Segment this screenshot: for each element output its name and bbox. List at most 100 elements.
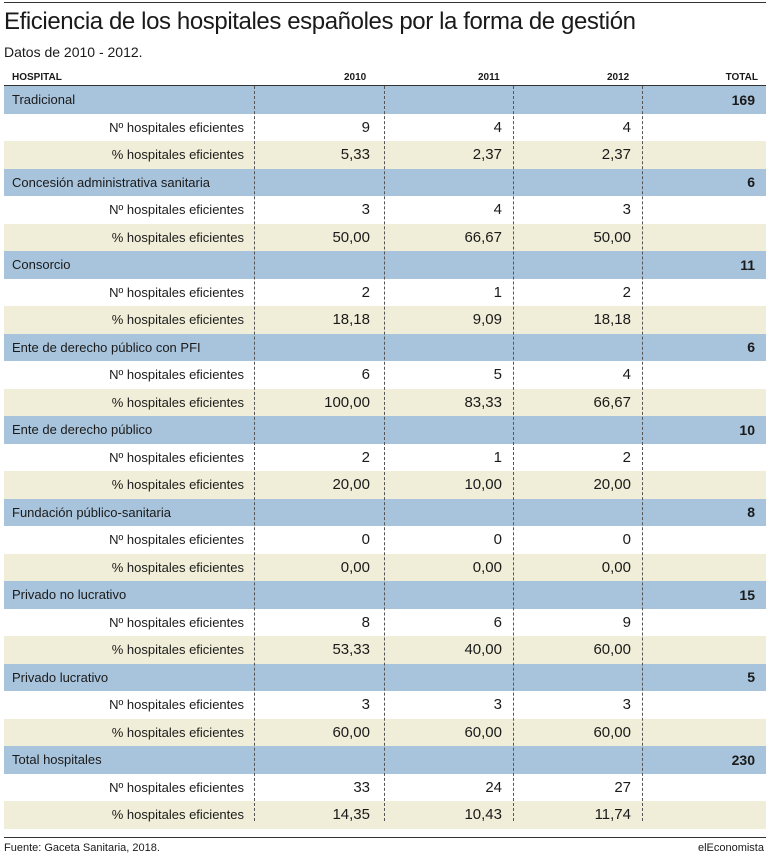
value-cell: 4: [514, 361, 631, 389]
value-cell: 60,00: [514, 636, 631, 664]
value-cell: 2: [514, 444, 631, 472]
value-2010: 20,00: [332, 476, 370, 494]
group-name: Tradicional: [12, 92, 76, 108]
value-cell: 2: [254, 279, 370, 307]
group-name: Fundación público-sanitaria: [12, 504, 171, 520]
value-cell: 50,00: [254, 224, 370, 252]
value-cell: 0,00: [384, 554, 502, 582]
group-total: 5: [747, 669, 755, 686]
source-note: Fuente: Gaceta Sanitaria, 2018.: [4, 842, 160, 854]
group-row: Ente de derecho público con PFI 6: [4, 333, 766, 361]
value-cell: 4: [384, 114, 502, 142]
value-2010: 2: [361, 448, 370, 466]
value-cell: 4: [514, 114, 631, 142]
value-2010: 50,00: [332, 228, 370, 246]
group-total: 169: [731, 91, 755, 108]
count-row: Nº hospitales eficientes 2 1 2: [4, 278, 766, 307]
value-2011: 10,43: [464, 806, 502, 824]
value-2012: 18,18: [593, 311, 631, 329]
group-name: Ente de derecho público: [12, 422, 153, 438]
value-2012: 4: [622, 366, 631, 384]
value-cell: 0: [254, 526, 370, 554]
value-cell: 0: [514, 526, 631, 554]
header-rule: [4, 85, 766, 86]
value-cell: 3: [514, 691, 631, 719]
value-2011: 83,33: [464, 393, 502, 411]
metric-label: % hospitales eficientes: [111, 147, 244, 163]
footer-rule: [4, 837, 766, 838]
metric-label: % hospitales eficientes: [111, 394, 244, 410]
brand-logo-text: elEconomista: [697, 842, 764, 854]
value-cell: 27: [514, 774, 631, 802]
value-2010: 14,35: [332, 806, 370, 824]
percent-row: % hospitales eficientes 18,18 9,09 18,18: [4, 306, 766, 334]
value-cell: 100,00: [254, 389, 370, 417]
group-row: Total hospitales 230: [4, 746, 766, 774]
group-row: Privado no lucrativo 15: [4, 581, 766, 609]
value-cell: 5: [384, 361, 502, 389]
value-2011: 24: [485, 778, 502, 796]
value-2011: 1: [493, 448, 502, 466]
group-total: 8: [747, 504, 755, 521]
value-2012: 0,00: [601, 558, 631, 576]
column-divider: [513, 86, 514, 821]
value-2012: 4: [622, 118, 631, 136]
metric-label: Nº hospitales eficientes: [109, 284, 244, 300]
percent-row: % hospitales eficientes 5,33 2,37 2,37: [4, 141, 766, 169]
group-total: 6: [747, 339, 755, 356]
value-cell: 11,74: [514, 801, 631, 829]
value-cell: 18,18: [514, 306, 631, 334]
group-total: 6: [747, 174, 755, 191]
value-2010: 53,33: [332, 641, 370, 659]
group-row: Consorcio 11: [4, 251, 766, 279]
value-2010: 6: [361, 366, 370, 384]
value-2010: 3: [361, 696, 370, 714]
value-2012: 9: [622, 613, 631, 631]
value-2012: 60,00: [593, 641, 631, 659]
value-2012: 2: [622, 448, 631, 466]
count-row: Nº hospitales eficientes 3 4 3: [4, 196, 766, 224]
group-name: Consorcio: [12, 257, 71, 273]
metric-label: % hospitales eficientes: [111, 642, 244, 658]
metric-label: Nº hospitales eficientes: [109, 697, 244, 713]
value-cell: 3: [254, 196, 370, 224]
value-cell: 8: [254, 609, 370, 637]
value-cell: 14,35: [254, 801, 370, 829]
value-cell: 3: [254, 691, 370, 719]
col-header-2011: 2011: [478, 72, 500, 83]
group-name: Privado no lucrativo: [12, 587, 127, 603]
value-2010: 33: [353, 778, 370, 796]
value-cell: 6: [254, 361, 370, 389]
metric-label: Nº hospitales eficientes: [109, 367, 244, 383]
value-cell: 2: [514, 279, 631, 307]
page-subtitle: Datos de 2010 - 2012.: [4, 44, 143, 60]
percent-row: % hospitales eficientes 50,00 66,67 50,00: [4, 223, 766, 252]
value-cell: 9: [514, 609, 631, 637]
col-header-total: TOTAL: [725, 72, 758, 83]
percent-row: % hospitales eficientes 20,00 10,00 20,00: [4, 471, 766, 499]
value-cell: 2,37: [514, 141, 631, 169]
group-total: 15: [739, 586, 755, 603]
value-2011: 6: [493, 613, 502, 631]
metric-label: Nº hospitales eficientes: [109, 779, 244, 795]
value-2012: 11,74: [594, 806, 631, 824]
value-cell: 66,67: [514, 389, 631, 417]
percent-row: % hospitales eficientes 100,00 83,33 66,67: [4, 388, 766, 417]
value-2010: 18,18: [332, 311, 370, 329]
value-cell: 60,00: [254, 719, 370, 747]
value-cell: 18,18: [254, 306, 370, 334]
column-divider: [384, 86, 385, 821]
value-2012: 3: [622, 201, 631, 219]
value-cell: 4: [384, 196, 502, 224]
value-2012: 20,00: [593, 476, 631, 494]
value-2011: 4: [493, 118, 502, 136]
group-row: Fundación público-sanitaria 8: [4, 498, 766, 526]
value-2010: 100,00: [324, 393, 370, 411]
metric-label: Nº hospitales eficientes: [109, 202, 244, 218]
group-name: Total hospitales: [12, 752, 102, 768]
value-2011: 60,00: [464, 723, 502, 741]
value-2010: 2: [361, 283, 370, 301]
count-row: Nº hospitales eficientes 8 6 9: [4, 608, 766, 637]
group-total: 11: [740, 256, 755, 273]
group-row: Tradicional 169: [4, 86, 766, 114]
